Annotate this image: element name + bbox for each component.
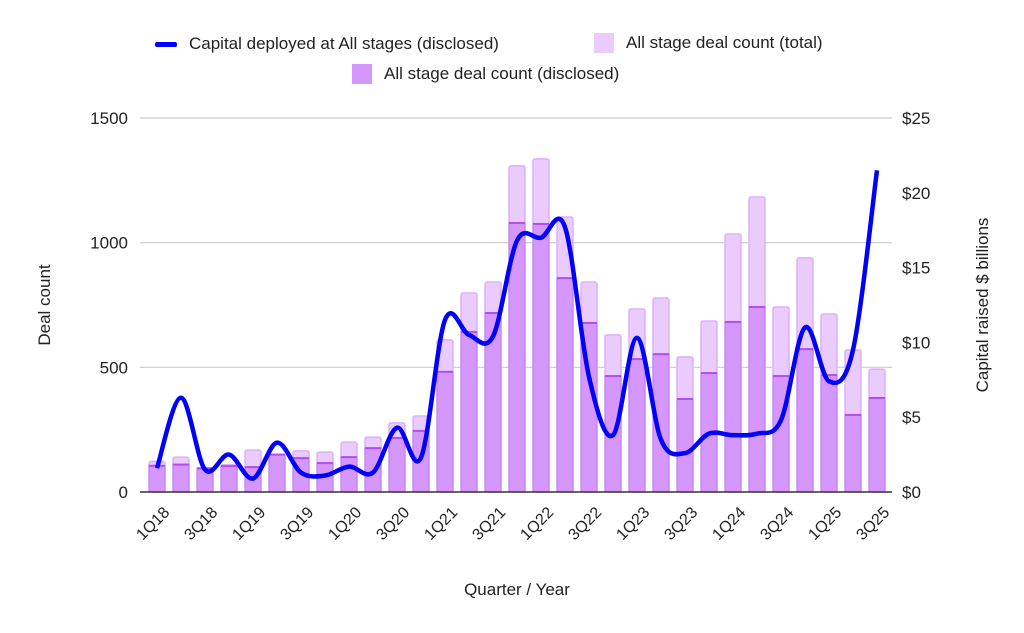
bar-disclosed: [748, 306, 766, 493]
bar-disclosed: [148, 465, 166, 493]
y-right-tick-label: $0: [902, 483, 921, 502]
bar-disclosed: [724, 321, 742, 493]
bar-disclosed: [388, 437, 406, 493]
legend-label: Capital deployed at All stages (disclose…: [189, 34, 499, 53]
bar-disclosed: [820, 374, 838, 493]
legend-label: All stage deal count (total): [626, 33, 823, 52]
x-tick-label: 1Q22: [517, 504, 557, 544]
bar-disclosed: [676, 398, 694, 493]
bar-disclosed: [532, 223, 550, 493]
y-axis-left-title: Deal count: [35, 264, 54, 346]
x-tick-label: 3Q24: [757, 504, 797, 544]
x-tick-label: 3Q21: [469, 504, 509, 544]
x-tick-label: 3Q22: [565, 504, 605, 544]
y-right-tick-label: $15: [902, 259, 930, 278]
x-tick-label: 1Q23: [613, 504, 653, 544]
y-left-tick-label: 1000: [90, 234, 128, 253]
y-left-tick-label: 1500: [90, 109, 128, 128]
capital-line: [154, 170, 880, 481]
bar-disclosed: [268, 454, 286, 493]
bar-disclosed: [628, 358, 646, 493]
legend-item-capital: Capital deployed at All stages (disclose…: [155, 34, 499, 54]
y-left-tick-label: 500: [100, 358, 128, 377]
bar-swatch: [352, 64, 372, 84]
bar-disclosed: [868, 397, 886, 493]
x-tick-label: 1Q25: [805, 504, 845, 544]
bar-disclosed: [460, 331, 478, 493]
x-tick-label: 3Q23: [661, 504, 701, 544]
y-right-tick-label: $10: [902, 333, 930, 352]
y-left-tick-label: 0: [119, 483, 128, 502]
legend-label: All stage deal count (disclosed): [384, 64, 620, 83]
bar-disclosed: [436, 371, 454, 493]
x-axis-title: Quarter / Year: [464, 580, 570, 599]
x-tick-label: 3Q20: [373, 504, 413, 544]
bar-disclosed: [340, 456, 358, 493]
y-right-tick-label: $5: [902, 408, 921, 427]
x-tick-label: 1Q20: [325, 504, 365, 544]
legend-item-total: All stage deal count (total): [594, 33, 823, 53]
x-tick-label: 1Q21: [421, 504, 461, 544]
line-swatch: [155, 41, 177, 47]
bar-swatch: [594, 33, 614, 53]
x-tick-label: 1Q18: [133, 504, 173, 544]
x-tick-label: 3Q25: [853, 504, 893, 544]
bar-disclosed: [220, 465, 238, 493]
bar-disclosed: [172, 464, 190, 493]
legend-item-disclosed: All stage deal count (disclosed): [352, 64, 619, 84]
x-tick-label: 1Q19: [229, 504, 269, 544]
bar-disclosed: [556, 277, 574, 493]
bar-disclosed: [796, 348, 814, 493]
x-tick-label: 3Q19: [277, 504, 317, 544]
y-right-tick-label: $25: [902, 109, 930, 128]
bar-disclosed: [844, 414, 862, 493]
x-tick-label: 1Q24: [709, 504, 749, 544]
y-right-tick-label: $20: [902, 184, 930, 203]
x-tick-label: 3Q18: [181, 504, 221, 544]
y-axis-right-title: Capital raised $ billions: [973, 218, 992, 393]
